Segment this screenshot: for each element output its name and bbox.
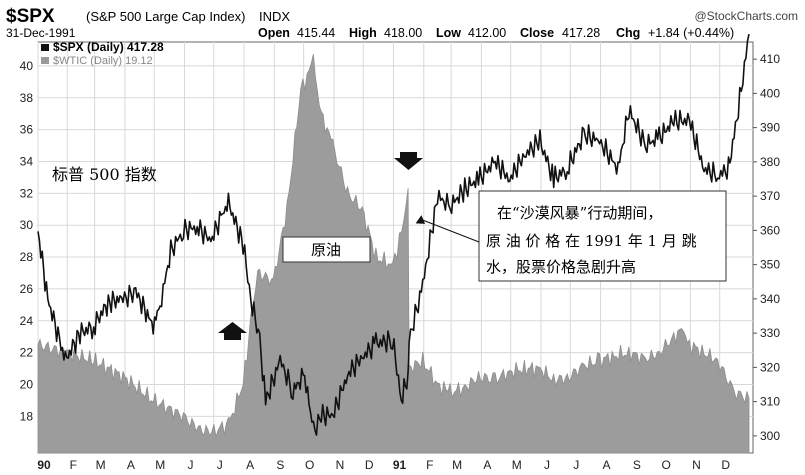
spx-annotation-label: 标普 500 指数 — [52, 165, 157, 184]
right-tick-label: 370 — [760, 189, 780, 203]
x-tick-label: J — [573, 458, 579, 472]
x-tick-label: D — [365, 458, 374, 472]
left-tick-label: 36 — [20, 123, 34, 137]
spx-series-layer — [37, 33, 750, 436]
open-label: Open — [258, 26, 290, 40]
x-tick-label: 91 — [393, 458, 407, 472]
callout-box — [478, 190, 727, 282]
right-tick-label: 300 — [760, 429, 780, 443]
chg-value: +1.84 (+0.44%) — [648, 26, 734, 40]
left-tick-label: 22 — [20, 346, 34, 360]
x-tick-label: A — [603, 458, 611, 472]
right-tick-label: 310 — [760, 395, 780, 409]
right-axis: 300 310 320 330 340 350 360 370 380 390 400 410 — [753, 52, 780, 443]
chart-symbol: $SPX — [6, 6, 55, 27]
right-tick-label: 360 — [760, 223, 780, 237]
x-tick-label: S — [633, 458, 641, 472]
left-tick-label: 26 — [20, 282, 34, 296]
oil-annotation-label: 原油 — [311, 241, 341, 259]
x-tick-label: M — [96, 458, 106, 472]
open-value: 415.44 — [297, 26, 335, 40]
x-tick-label: J — [544, 458, 550, 472]
x-tick-label: A — [483, 458, 491, 472]
high-value: 418.00 — [384, 26, 422, 40]
x-tick-label: M — [452, 458, 462, 472]
legend: $SPX (Daily) 417.28 $WTIC (Daily) 19.12 — [41, 40, 164, 67]
right-tick-label: 320 — [760, 360, 780, 374]
right-tick-label: 380 — [760, 155, 780, 169]
x-tick-label: J — [217, 458, 223, 472]
high-label: High — [349, 26, 377, 40]
index-name: (S&P 500 Large Cap Index) — [86, 9, 245, 24]
x-tick-label: 90 — [37, 458, 51, 472]
x-tick-label: M — [512, 458, 522, 472]
chart-date: 31-Dec-1991 — [6, 26, 76, 40]
x-tick-label: J — [187, 458, 193, 472]
legend-oil-swatch — [41, 57, 49, 64]
legend-spx-swatch — [41, 44, 49, 51]
x-axis: 90 F M A M J J A S O N D 91 F M A M J J A S O N D — [37, 458, 730, 472]
legend-oil-label: $WTIC (Daily) 19.12 — [53, 55, 153, 67]
right-tick-label: 390 — [760, 121, 780, 135]
right-tick-label: 340 — [760, 292, 780, 306]
x-tick-label: N — [336, 458, 345, 472]
stockcharts-watermark: @StockCharts.com — [694, 9, 798, 23]
right-tick-label: 350 — [760, 258, 780, 272]
low-value: 412.00 — [468, 26, 506, 40]
x-tick-label: S — [276, 458, 284, 472]
left-tick-label: 38 — [20, 91, 34, 105]
spx-price-line — [37, 33, 750, 436]
left-tick-label: 18 — [20, 409, 34, 423]
left-tick-label: 30 — [20, 218, 34, 232]
left-tick-label: 34 — [20, 154, 34, 168]
chg-label: Chg — [616, 26, 640, 40]
x-tick-label: A — [246, 458, 254, 472]
x-tick-label: M — [155, 458, 165, 472]
x-tick-label: F — [70, 458, 77, 472]
left-tick-label: 32 — [20, 186, 34, 200]
right-tick-label: 330 — [760, 326, 780, 340]
right-tick-label: 400 — [760, 86, 780, 100]
x-tick-label: F — [426, 458, 433, 472]
close-label: Close — [520, 26, 554, 40]
x-tick-label: D — [721, 458, 730, 472]
callout-line-3: 水，股票价格急剧升高 — [486, 258, 636, 276]
low-label: Low — [436, 26, 461, 40]
x-tick-label: N — [692, 458, 701, 472]
x-tick-label: A — [127, 458, 135, 472]
up-arrow-marker — [217, 322, 248, 340]
callout-line-2: 原 油 价 格 在 1991 年 1 月 跳 — [486, 232, 697, 250]
x-tick-label: O — [661, 458, 670, 472]
left-tick-label: 20 — [20, 378, 34, 392]
oil-series-layer — [37, 54, 750, 454]
legend-spx-label: $SPX (Daily) 417.28 — [53, 40, 164, 54]
close-value: 417.28 — [562, 26, 600, 40]
left-tick-label: 40 — [20, 59, 34, 73]
left-tick-label: 28 — [20, 250, 34, 264]
right-tick-label: 410 — [760, 52, 780, 66]
oil-price-area — [37, 54, 750, 454]
callout-pointer-line — [419, 218, 480, 243]
left-tick-label: 24 — [20, 314, 34, 328]
index-tag: INDX — [259, 9, 290, 24]
left-axis: 18 20 22 24 26 28 30 32 34 36 38 40 — [20, 59, 34, 423]
down-arrow-marker — [394, 152, 423, 170]
x-tick-label: O — [305, 458, 314, 472]
oil-label-box — [282, 236, 371, 263]
callout-pointer-arrowhead — [415, 215, 426, 224]
callout-line-1: 在“沙漠风暴”行动期间， — [497, 204, 662, 222]
